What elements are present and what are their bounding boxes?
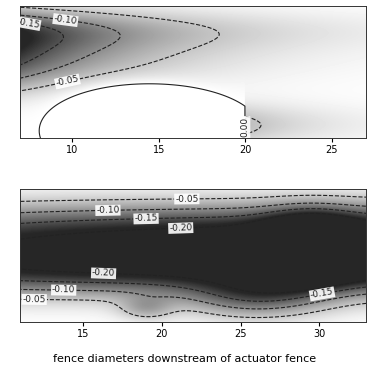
Text: -0.15: -0.15	[16, 17, 40, 30]
Text: -0.15: -0.15	[134, 214, 158, 223]
Text: -0.15: -0.15	[310, 287, 334, 300]
Text: -0.10: -0.10	[53, 14, 78, 26]
Text: -0.20: -0.20	[92, 269, 115, 278]
Text: -0.05: -0.05	[23, 295, 46, 304]
Text: -0.10: -0.10	[52, 286, 75, 295]
Text: -0.05: -0.05	[175, 194, 199, 204]
Text: fence diameters downstream of actuator fence: fence diameters downstream of actuator f…	[53, 354, 317, 364]
Text: -0.20: -0.20	[169, 223, 192, 233]
Text: -0.10: -0.10	[96, 206, 120, 215]
Text: 0.00: 0.00	[240, 117, 249, 137]
Text: -0.05: -0.05	[55, 75, 80, 88]
